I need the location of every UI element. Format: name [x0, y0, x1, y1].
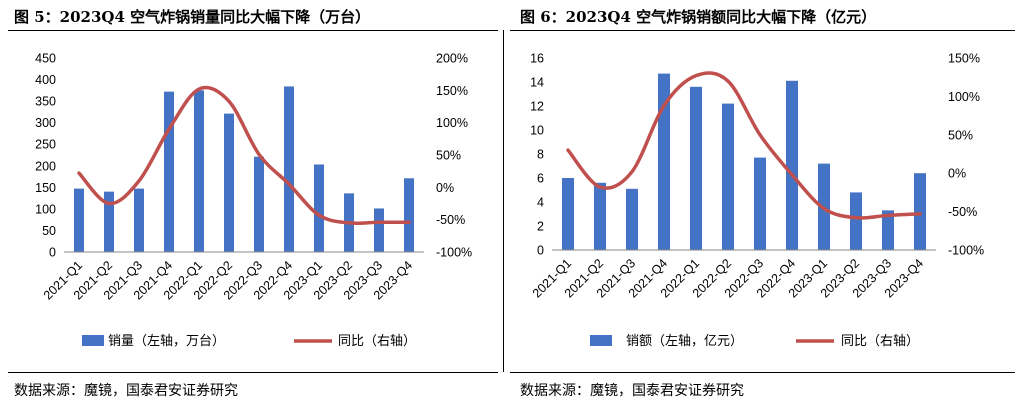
right-axis-tick-label: 0%	[436, 181, 454, 195]
bar	[562, 178, 574, 250]
yoy-series-line	[566, 71, 922, 220]
bar	[224, 113, 234, 252]
bar	[850, 192, 862, 250]
bar	[254, 156, 264, 252]
left-axis-tick-label: 14	[530, 76, 544, 90]
left-axis-tick-label: 150	[35, 181, 56, 195]
bar	[658, 73, 670, 250]
bar	[914, 173, 926, 250]
left-axis-tick-label: 300	[35, 116, 56, 130]
bar	[374, 208, 384, 252]
right-axis-tick-label: 100%	[436, 116, 468, 130]
legend-bar-swatch	[590, 335, 612, 346]
sales-volume-chart: 0 50 100 150 200 250 300 350 400 450 -100% -50% 0% 50…	[35, 52, 472, 350]
right-axis-tick-label: -50%	[436, 213, 465, 227]
figure-6-panel: 图 6：2023Q4 空气炸锅销额同比大幅下降（亿元） 0 2 4 6 8 10 12 14 1…	[506, 0, 1021, 403]
bar	[754, 157, 766, 250]
left-axis-tick-label: 16	[530, 52, 544, 66]
right-axis-tick-label: 150%	[948, 52, 980, 66]
left-axis-tick-label: 4	[537, 196, 544, 210]
bar	[722, 103, 734, 250]
left-axis-tick-label: 50	[42, 224, 56, 238]
left-axis-tick-label: 0	[537, 244, 544, 258]
left-axis-tick-label: 6	[537, 172, 544, 186]
bar	[74, 188, 84, 252]
left-axis-tick-label: 100	[35, 202, 56, 216]
left-axis-tick-label: 350	[35, 95, 56, 109]
bar	[626, 188, 638, 250]
source-note: 数据来源：魔镜，国泰君安证券研究	[520, 383, 744, 399]
legend-line-label: 同比（右轴）	[338, 334, 416, 349]
left-axis-tick-label: 200	[35, 159, 56, 173]
bar	[104, 191, 114, 252]
bar	[690, 86, 702, 250]
bar	[314, 164, 324, 252]
source-note: 数据来源：魔镜，国泰君安证券研究	[14, 383, 238, 399]
panel-divider	[503, 30, 504, 372]
left-axis-tick-label: 12	[530, 100, 544, 114]
right-axis-tick-label: 50%	[948, 128, 973, 142]
bar	[594, 182, 606, 250]
figure-5-panel: 图 5：2023Q4 空气炸锅销量同比大幅下降（万台） 0 50 100 150 200…	[0, 0, 506, 403]
bar	[786, 80, 798, 250]
right-axis-tick-label: 150%	[436, 84, 468, 98]
right-axis-tick-label: 0%	[948, 167, 966, 181]
sales-amount-chart: 0246810121416-100%-50%0%50%100%150%2021-…	[530, 52, 984, 350]
bar	[284, 86, 294, 252]
bar	[404, 178, 414, 252]
figure-title: 图 5：2023Q4 空气炸锅销量同比大幅下降（万台）	[14, 8, 371, 26]
yoy-series-line	[77, 85, 411, 226]
source-rule	[510, 372, 1015, 373]
right-axis-tick-label: 200%	[436, 52, 468, 66]
left-axis-tick-label: 250	[35, 138, 56, 152]
right-axis-tick-label: 100%	[948, 90, 980, 104]
legend-line-label: 同比（右轴）	[841, 334, 919, 349]
left-axis-tick-label: 2	[537, 220, 544, 234]
left-axis-tick-label: 8	[537, 148, 544, 162]
figure-title: 图 6：2023Q4 空气炸锅销额同比大幅下降（亿元）	[520, 8, 877, 26]
legend-bar-label: 销量（左轴，万台）	[108, 334, 225, 349]
left-axis-tick-label: 400	[35, 73, 56, 87]
right-axis-tick-label: -100%	[436, 246, 472, 260]
legend-bar-label: 销额（左轴，亿元）	[626, 334, 743, 349]
source-rule	[8, 372, 498, 373]
title-rule	[8, 30, 498, 31]
title-rule	[510, 30, 1015, 31]
left-axis-tick-label: 0	[49, 246, 56, 260]
bar	[882, 210, 894, 250]
left-axis-tick-label: 450	[35, 52, 56, 66]
left-axis-tick-label: 10	[530, 124, 544, 138]
right-axis-tick-label: 50%	[436, 149, 461, 163]
legend-bar-swatch	[82, 335, 104, 346]
right-axis-tick-label: -100%	[948, 244, 984, 258]
bar	[134, 188, 144, 252]
bar	[164, 91, 174, 252]
right-axis-tick-label: -50%	[948, 205, 977, 219]
bar	[194, 90, 204, 252]
